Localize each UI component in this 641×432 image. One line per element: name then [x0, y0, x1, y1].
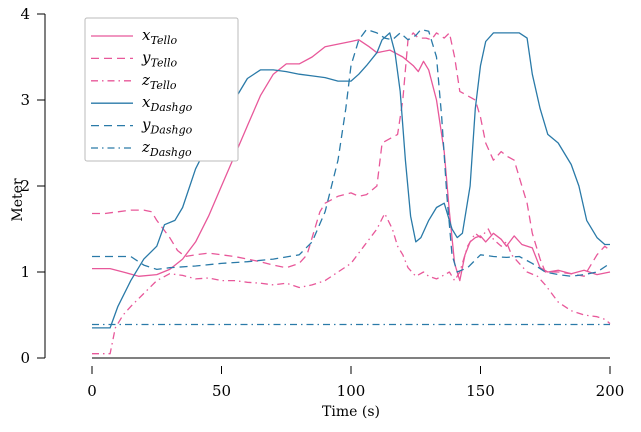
legend-label-1: yTello	[141, 48, 178, 69]
legend-label-main-5: z	[141, 138, 150, 156]
y-axis-label: Meter	[10, 178, 26, 222]
legend-label-4: yDashgo	[141, 116, 193, 137]
y-ticks: 0 1 2 3 4	[20, 5, 45, 367]
y-tick-label-3: 3	[20, 91, 30, 109]
legend-label-sub-3: Dashgo	[149, 101, 192, 114]
legend-label-sub-2: Tello	[150, 79, 177, 92]
x-ticks: 0 50 100 150 200	[87, 366, 624, 400]
legend-label-sub-0: Tello	[150, 34, 177, 47]
legend-label-main-0: x	[142, 26, 151, 44]
legend-label-sub-4: Dashgo	[149, 124, 192, 137]
legend-label-sub-1: Tello	[150, 56, 177, 69]
legend-label-sub-5: Dashgo	[149, 146, 192, 159]
legend-label-main-4: y	[141, 116, 151, 134]
x-tick-label-3: 150	[466, 382, 495, 400]
x-tick-label-1: 50	[212, 382, 231, 400]
y-tick-label-2: 2	[20, 177, 30, 195]
series-line-z-tello	[92, 212, 611, 355]
legend-label-2: zTello	[141, 71, 177, 92]
series-line-y-dashgo	[92, 28, 611, 277]
legend-label-main-2: z	[141, 71, 150, 89]
legend-label-main-3: x	[142, 93, 151, 111]
x-tick-label-4: 200	[596, 382, 625, 400]
y-tick-label-0: 0	[20, 349, 30, 367]
x-axis-label: Time (s)	[322, 404, 380, 420]
legend-label-5: zDashgo	[141, 138, 192, 159]
series-line-y-tello	[92, 32, 611, 277]
x-tick-label-2: 100	[337, 382, 366, 400]
legend-label-main-1: y	[141, 48, 151, 66]
legend-label-0: xTello	[142, 26, 177, 47]
legend-label-3: xDashgo	[142, 93, 193, 114]
y-tick-label-4: 4	[20, 5, 30, 23]
series-line-x-tello	[92, 39, 611, 282]
x-tick-label-0: 0	[87, 382, 97, 400]
y-tick-label-1: 1	[20, 263, 30, 281]
